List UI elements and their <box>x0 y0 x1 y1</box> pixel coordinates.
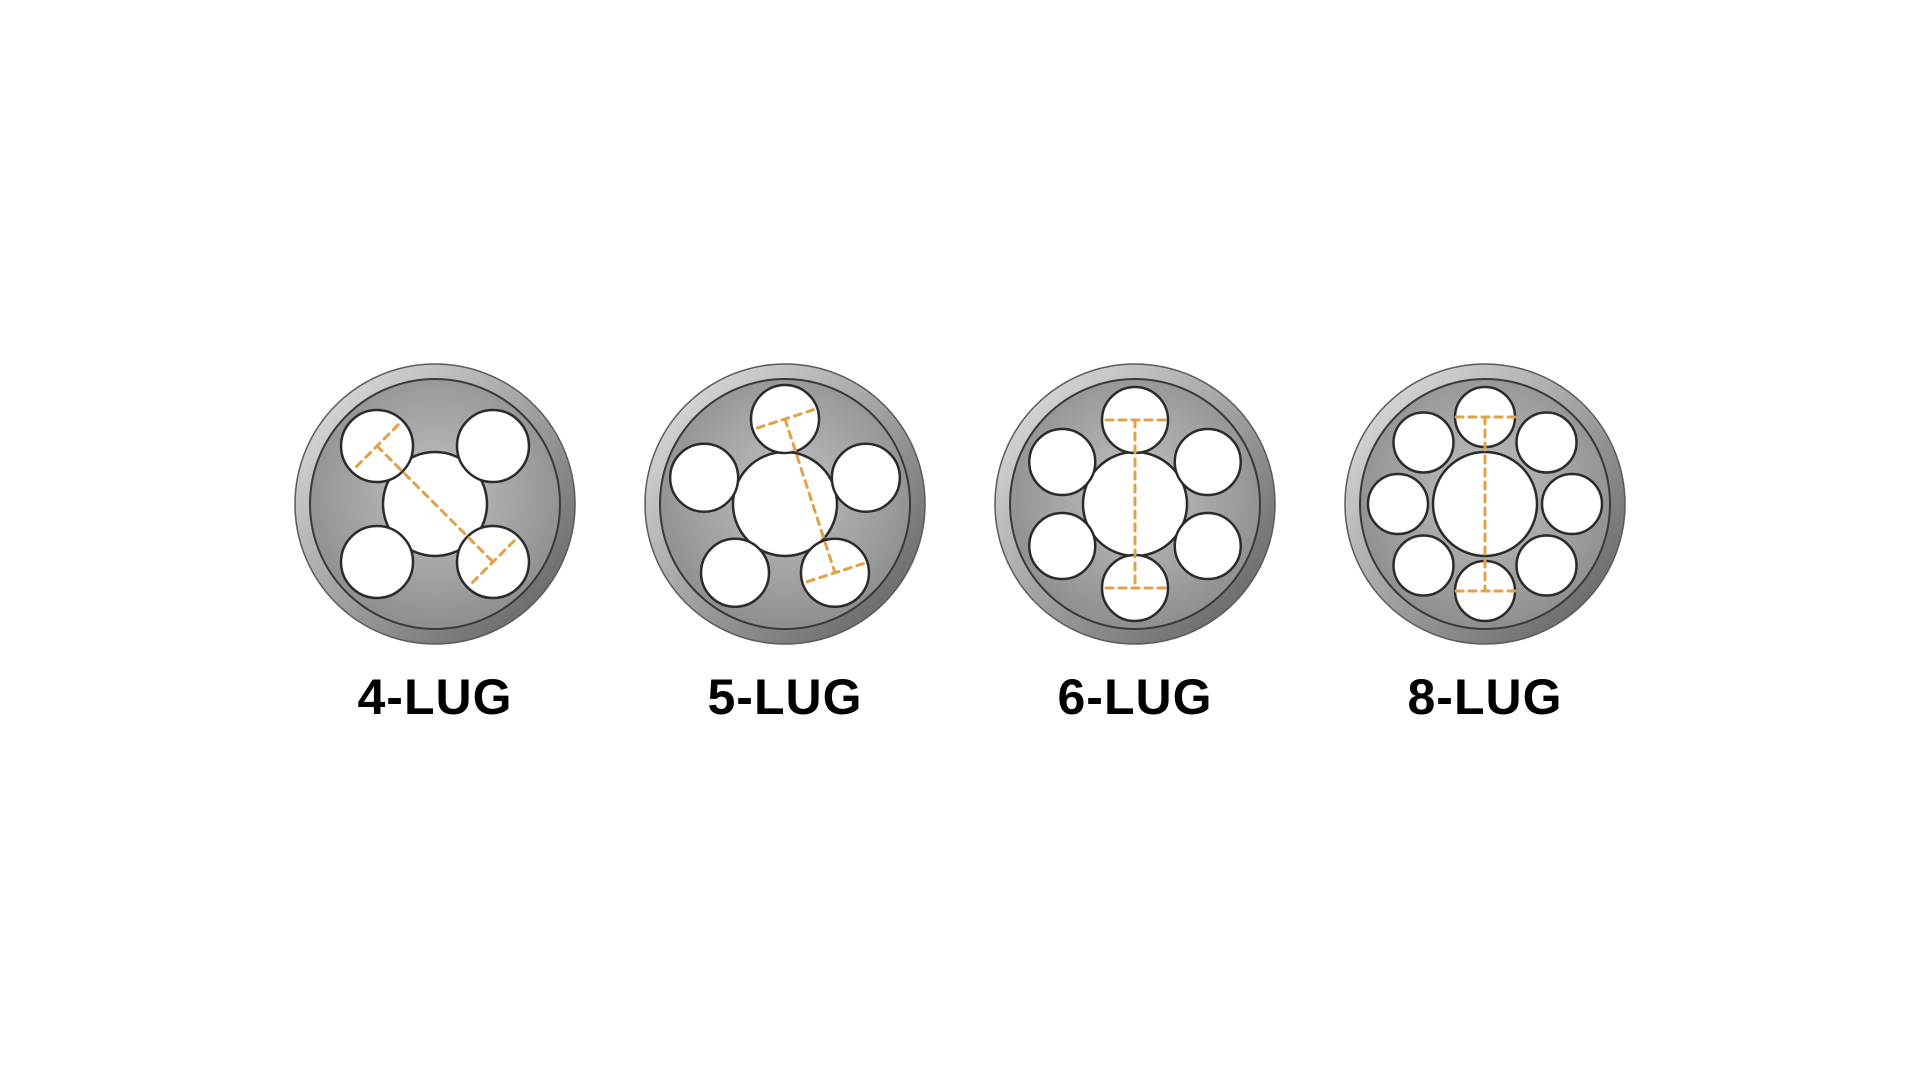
6lug-label: 6-LUG <box>1058 668 1213 726</box>
lug-pattern-infographic: 4-LUG 5-LUG 6-LUG 8-LUG <box>0 0 1920 1080</box>
6lug-lug-hole-1 <box>1175 429 1241 495</box>
4lug-lug-hole-3 <box>341 526 413 598</box>
6lug-lug-hole-4 <box>1029 513 1095 579</box>
5lug-lug-hole-1 <box>832 444 900 512</box>
8lug-lug-hole-7 <box>1393 412 1453 472</box>
5lug-hub-diagram <box>635 354 935 654</box>
5lug-label: 5-LUG <box>708 668 863 726</box>
5lug-lug-hole-4 <box>670 444 738 512</box>
8lug-hub-diagram <box>1335 354 1635 654</box>
8lug-lug-hole-1 <box>1517 412 1577 472</box>
8lug-lug-hole-2 <box>1542 474 1602 534</box>
4lug-lug-hole-1 <box>457 410 529 482</box>
8lug-panel: 8-LUG <box>1335 354 1635 726</box>
6lug-lug-hole-2 <box>1175 513 1241 579</box>
4lug-panel: 4-LUG <box>285 354 585 726</box>
6lug-panel: 6-LUG <box>985 354 1285 726</box>
5lug-lug-hole-3 <box>701 539 769 607</box>
5lug-panel: 5-LUG <box>635 354 935 726</box>
6lug-lug-hole-5 <box>1029 429 1095 495</box>
8lug-lug-hole-6 <box>1368 474 1428 534</box>
lug-pattern-row: 4-LUG 5-LUG 6-LUG 8-LUG <box>285 354 1635 726</box>
8lug-lug-hole-5 <box>1393 536 1453 596</box>
6lug-hub-diagram <box>985 354 1285 654</box>
4lug-label: 4-LUG <box>358 668 513 726</box>
8lug-label: 8-LUG <box>1408 668 1563 726</box>
4lug-hub-diagram <box>285 354 585 654</box>
8lug-lug-hole-3 <box>1517 536 1577 596</box>
